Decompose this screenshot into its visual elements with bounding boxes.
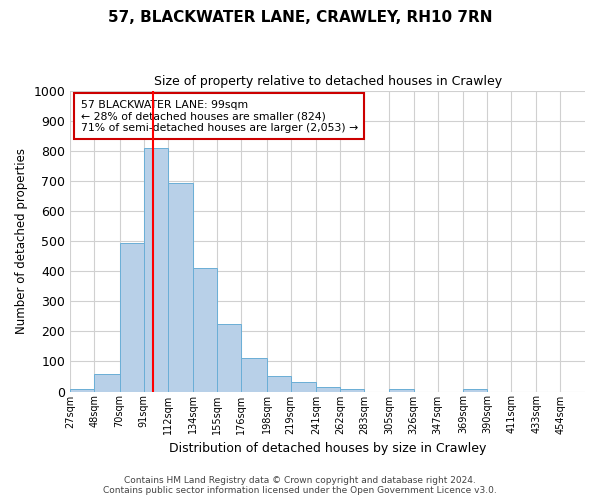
- Bar: [168, 183, 193, 392]
- Text: 57 BLACKWATER LANE: 99sqm
← 28% of detached houses are smaller (824)
71% of semi: 57 BLACKWATER LANE: 99sqm ← 28% of detac…: [80, 100, 358, 133]
- Bar: [217, 324, 241, 392]
- Bar: [291, 382, 316, 392]
- Bar: [241, 358, 266, 392]
- Text: Contains HM Land Registry data © Crown copyright and database right 2024.
Contai: Contains HM Land Registry data © Crown c…: [103, 476, 497, 495]
- Bar: [70, 389, 94, 392]
- Bar: [119, 242, 144, 392]
- Bar: [144, 148, 168, 392]
- Bar: [193, 268, 217, 392]
- X-axis label: Distribution of detached houses by size in Crawley: Distribution of detached houses by size …: [169, 442, 487, 455]
- Bar: [463, 388, 487, 392]
- Bar: [340, 388, 364, 392]
- Bar: [389, 388, 413, 392]
- Title: Size of property relative to detached houses in Crawley: Size of property relative to detached ho…: [154, 75, 502, 88]
- Bar: [94, 374, 119, 392]
- Y-axis label: Number of detached properties: Number of detached properties: [15, 148, 28, 334]
- Text: 57, BLACKWATER LANE, CRAWLEY, RH10 7RN: 57, BLACKWATER LANE, CRAWLEY, RH10 7RN: [108, 10, 492, 25]
- Bar: [316, 387, 340, 392]
- Bar: [266, 376, 291, 392]
